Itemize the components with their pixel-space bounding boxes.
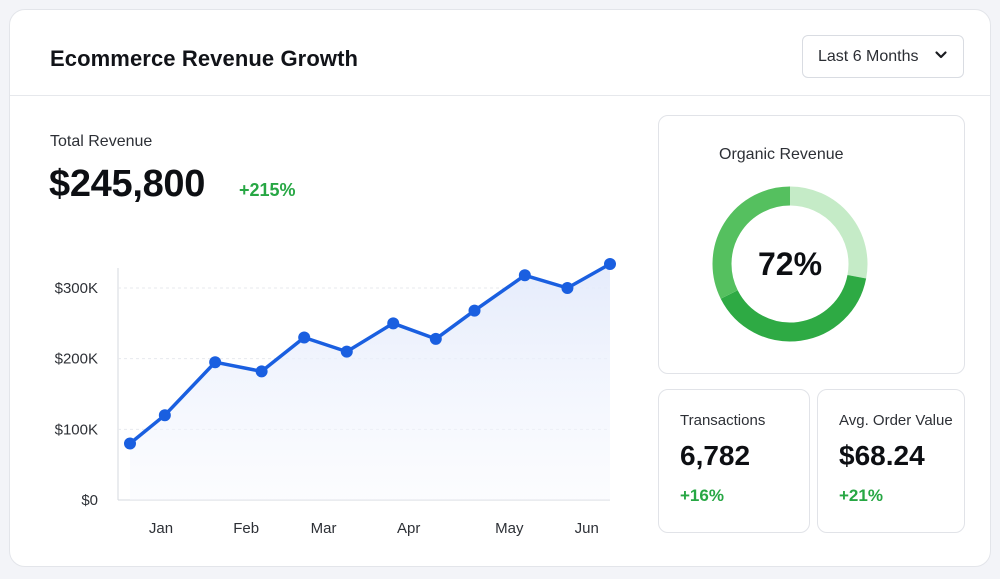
organic-remaining-arc [789, 186, 868, 279]
data-point [209, 356, 222, 369]
avg-order-value-value: $68.24 [839, 440, 925, 471]
card-header: Ecommerce Revenue Growth Last 6 Months [10, 10, 990, 96]
date-range-dropdown[interactable]: Last 6 Months [802, 35, 964, 78]
revenue-area-fill [130, 264, 610, 500]
x-tick-label: Jan [149, 520, 173, 537]
transactions-change: +16% [680, 486, 724, 505]
data-point [124, 437, 136, 450]
total-revenue-change: +215% [239, 180, 296, 200]
revenue-line-chart-svg: $0 $100K $200K $300K Jan Feb Mar Apr May Jun [55, 257, 616, 537]
total-revenue-value: $245,800 [49, 163, 206, 205]
data-point [561, 282, 574, 294]
data-point [468, 304, 481, 317]
y-tick-label: $300K [55, 280, 98, 297]
transactions-label: Transactions [680, 412, 766, 429]
revenue-line-chart: $0 $100K $200K $300K Jan Feb Mar Apr May Jun [30, 240, 620, 540]
transactions-value: 6,782 [680, 440, 751, 471]
data-point [298, 331, 311, 344]
x-tick-label: Mar [311, 520, 337, 537]
revenue-card: Ecommerce Revenue Growth Last 6 Months T… [9, 9, 991, 567]
x-tick-label: Feb [233, 520, 259, 537]
organic-revenue-donut [712, 186, 868, 342]
organic-filled-arc-upper [712, 186, 791, 299]
x-tick-label: May [495, 520, 524, 537]
data-point [604, 257, 616, 270]
transactions-tile: Transactions 6,782 +16% [658, 389, 810, 533]
revenue-series-line [128, 262, 612, 446]
avg-order-value-tile: Avg. Order Value $68.24 +21% [817, 389, 965, 533]
data-point [158, 409, 171, 422]
data-point [255, 365, 268, 378]
data-point [340, 345, 353, 358]
y-tick-label: $100K [55, 421, 98, 438]
avg-order-value-change: +21% [839, 486, 883, 505]
organic-revenue-tile: Organic Revenue 72% [658, 115, 965, 374]
y-tick-label: $0 [81, 492, 98, 509]
avg-order-value-label: Avg. Order Value [839, 412, 953, 429]
total-revenue-label: Total Revenue [50, 133, 153, 150]
data-point [429, 332, 442, 345]
data-point [518, 269, 531, 282]
x-tick-label: Jun [575, 520, 599, 537]
chevron-down-icon [935, 51, 947, 59]
date-range-label: Last 6 Months [818, 47, 919, 65]
data-point [387, 317, 400, 330]
organic-revenue-label: Organic Revenue [719, 146, 844, 163]
organic-filled-arc [720, 274, 867, 342]
y-tick-label: $200K [55, 351, 98, 368]
x-tick-label: Apr [397, 520, 420, 537]
page-title: Ecommerce Revenue Growth [50, 46, 359, 71]
organic-revenue-percent: 72% [757, 245, 823, 282]
